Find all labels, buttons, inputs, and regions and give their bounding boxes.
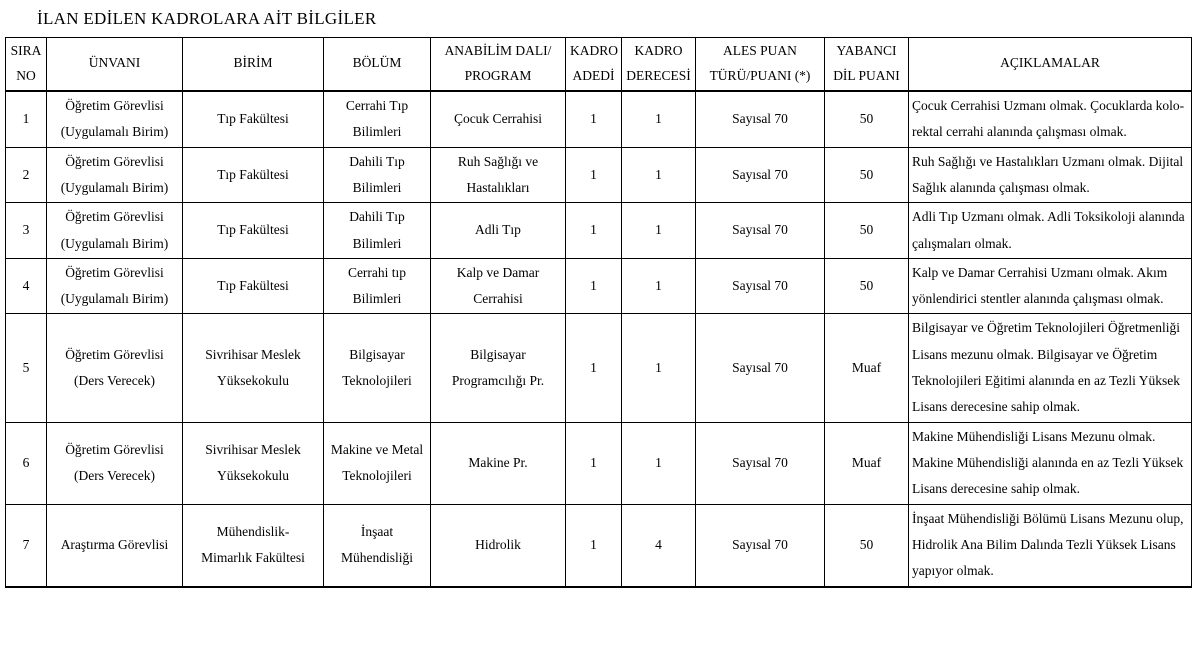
cell-birim: Sivrihisar Meslek Yüksekokulu xyxy=(182,313,324,423)
column-header-birim: BİRİM xyxy=(182,36,324,92)
cell-birim: Tıp Fakültesi xyxy=(182,90,324,148)
cell-ales: Sayısal 70 xyxy=(695,503,825,588)
cell-unvan: Öğretim Görevlisi (Ders Verecek) xyxy=(46,421,183,505)
cell-aciklama: Adli Tıp Uzmanı olmak. Adli Toksikoloji … xyxy=(908,202,1192,259)
cell-ales: Sayısal 70 xyxy=(695,257,825,315)
table-row: 6 Öğretim Görevlisi (Ders Verecek) Sivrihi… xyxy=(5,421,1192,505)
cell-anabilim: Kalp ve Damar Cerrahisi xyxy=(430,257,566,315)
cell-dil: Muaf xyxy=(824,313,909,423)
cell-no: 5 xyxy=(5,313,47,423)
positions-table: SIRA NO ÜNVANI BİRİM BÖLÜM ANABİLİM DALI… xyxy=(5,36,1192,588)
cell-dil: 50 xyxy=(824,257,909,315)
cell-bolum: Dahili Tıp Bilimleri xyxy=(323,202,431,259)
cell-birim: Mühendislik- Mimarlık Fakültesi xyxy=(182,503,324,588)
cell-anabilim: Makine Pr. xyxy=(430,421,566,505)
column-header-kadro-derecesi: KADRO DERECESİ xyxy=(621,36,696,92)
cell-derece: 4 xyxy=(621,503,696,588)
cell-aciklama: Makine Mühendisliği Lisans Mezunu olmak.… xyxy=(908,421,1192,505)
table-row: 4 Öğretim Görevlisi (Uygulamalı Birim) Tıp… xyxy=(5,257,1192,315)
cell-unvan: Öğretim Görevlisi (Uygulamalı Birim) xyxy=(46,202,183,259)
cell-derece: 1 xyxy=(621,202,696,259)
cell-adet: 1 xyxy=(565,257,622,315)
cell-no: 2 xyxy=(5,146,47,204)
cell-anabilim: Çocuk Cerrahisi xyxy=(430,90,566,148)
column-header-ales-puan: ALES PUAN TÜRÜ/PUANI (*) xyxy=(695,36,825,92)
cell-birim: Tıp Fakültesi xyxy=(182,257,324,315)
table-header-row: SIRA NO ÜNVANI BİRİM BÖLÜM ANABİLİM DALI… xyxy=(5,36,1192,92)
cell-adet: 1 xyxy=(565,421,622,505)
cell-derece: 1 xyxy=(621,257,696,315)
column-header-aciklamalar: AÇIKLAMALAR xyxy=(908,36,1192,92)
cell-no: 6 xyxy=(5,421,47,505)
cell-no: 7 xyxy=(5,503,47,588)
cell-dil: 50 xyxy=(824,503,909,588)
cell-bolum: Cerrahi tıp Bilimleri xyxy=(323,257,431,315)
cell-unvan: Öğretim Görevlisi (Uygulamalı Birim) xyxy=(46,257,183,315)
cell-unvan: Öğretim Görevlisi (Uygulamalı Birim) xyxy=(46,146,183,204)
cell-derece: 1 xyxy=(621,421,696,505)
table-row: 5 Öğretim Görevlisi (Ders Verecek) Sivrihi… xyxy=(5,313,1192,423)
cell-aciklama: İnşaat Mühendisliği Bölümü Lisans Mezunu… xyxy=(908,503,1192,588)
cell-aciklama: Bilgisayar ve Öğretim Teknolojileri Öğre… xyxy=(908,313,1192,423)
cell-unvan: Öğretim Görevlisi (Ders Verecek) xyxy=(46,313,183,423)
table-body: 1 Öğretim Görevlisi (Uygulamalı Birim) Tıp… xyxy=(5,90,1192,588)
cell-ales: Sayısal 70 xyxy=(695,313,825,423)
cell-ales: Sayısal 70 xyxy=(695,202,825,259)
table-row: 1 Öğretim Görevlisi (Uygulamalı Birim) Tıp… xyxy=(5,90,1192,148)
cell-anabilim: Hidrolik xyxy=(430,503,566,588)
column-header-kadro-adedi: KADRO ADEDİ xyxy=(565,36,622,92)
cell-anabilim: Ruh Sağlığı ve Hastalıkları xyxy=(430,146,566,204)
cell-bolum: İnşaat Mühendisliği xyxy=(323,503,431,588)
cell-adet: 1 xyxy=(565,202,622,259)
cell-ales: Sayısal 70 xyxy=(695,90,825,148)
cell-no: 3 xyxy=(5,202,47,259)
cell-birim: Tıp Fakültesi xyxy=(182,202,324,259)
cell-derece: 1 xyxy=(621,313,696,423)
cell-aciklama: Kalp ve Damar Cerrahisi Uzmanı olmak. Ak… xyxy=(908,257,1192,315)
cell-dil: Muaf xyxy=(824,421,909,505)
cell-dil: 50 xyxy=(824,202,909,259)
cell-no: 1 xyxy=(5,90,47,148)
column-header-anabilim-dali: ANABİLİM DALI/ PROGRAM xyxy=(430,36,566,92)
table-row: 2 Öğretim Görevlisi (Uygulamalı Birim) Tıp… xyxy=(5,146,1192,204)
column-header-yabanci-dil: YABANCI DİL PUANI xyxy=(824,36,909,92)
table-row: 3 Öğretim Görevlisi (Uygulamalı Birim) Tıp… xyxy=(5,202,1192,259)
cell-unvan: Öğretim Görevlisi (Uygulamalı Birim) xyxy=(46,90,183,148)
cell-adet: 1 xyxy=(565,146,622,204)
cell-dil: 50 xyxy=(824,90,909,148)
table-row: 7 Araştırma Görevlisi Mühendislik- Mimarlı… xyxy=(5,503,1192,588)
cell-ales: Sayısal 70 xyxy=(695,421,825,505)
page-title: İLAN EDİLEN KADROLARA AİT BİLGİLER xyxy=(37,9,377,28)
cell-derece: 1 xyxy=(621,90,696,148)
cell-bolum: Bilgisayar Teknolojileri xyxy=(323,313,431,423)
cell-aciklama: Ruh Sağlığı ve Hastalıkları Uzmanı olmak… xyxy=(908,146,1192,204)
cell-derece: 1 xyxy=(621,146,696,204)
cell-bolum: Makine ve Metal Teknolojileri xyxy=(323,421,431,505)
cell-anabilim: Bilgisayar Programcılığı Pr. xyxy=(430,313,566,423)
cell-adet: 1 xyxy=(565,313,622,423)
cell-birim: Tıp Fakültesi xyxy=(182,146,324,204)
cell-adet: 1 xyxy=(565,90,622,148)
cell-unvan: Araştırma Görevlisi xyxy=(46,503,183,588)
column-header-sira-no: SIRA NO xyxy=(5,36,47,92)
cell-adet: 1 xyxy=(565,503,622,588)
cell-anabilim: Adli Tıp xyxy=(430,202,566,259)
cell-bolum: Cerrahi Tıp Bilimleri xyxy=(323,90,431,148)
column-header-bolum: BÖLÜM xyxy=(323,36,431,92)
cell-bolum: Dahili Tıp Bilimleri xyxy=(323,146,431,204)
cell-dil: 50 xyxy=(824,146,909,204)
cell-aciklama: Çocuk Cerrahisi Uzmanı olmak. Çocuklarda… xyxy=(908,90,1192,148)
cell-birim: Sivrihisar Meslek Yüksekokulu xyxy=(182,421,324,505)
column-header-unvani: ÜNVANI xyxy=(46,36,183,92)
cell-no: 4 xyxy=(5,257,47,315)
cell-ales: Sayısal 70 xyxy=(695,146,825,204)
